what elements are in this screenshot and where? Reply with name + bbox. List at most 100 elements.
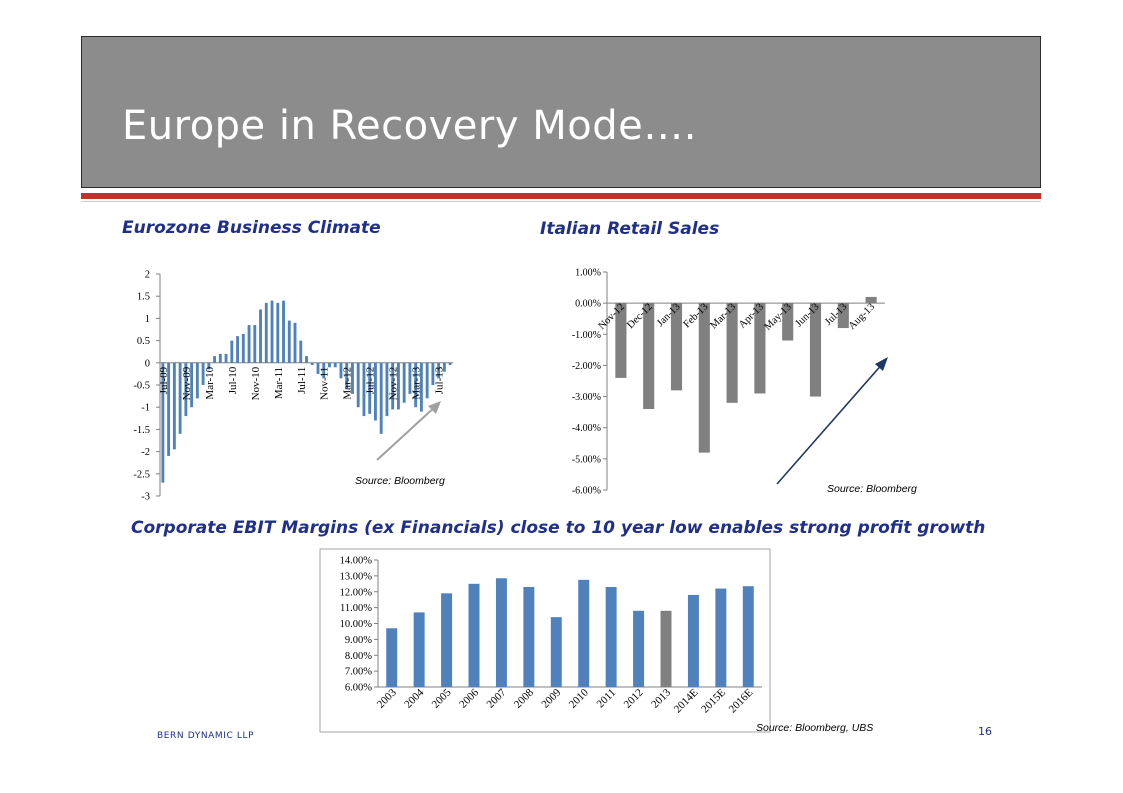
ebit-bar bbox=[468, 583, 480, 687]
eurozone-bar bbox=[368, 362, 372, 414]
italian-bar bbox=[670, 303, 683, 391]
ebit-chart-title: Corporate EBIT Margins (ex Financials) c… bbox=[131, 518, 986, 538]
italian-y-tick-label: 1.00% bbox=[575, 268, 601, 279]
eurozone-x-tick-label: Mar-13 bbox=[411, 366, 423, 399]
eurozone-x-tick-label: Mar-11 bbox=[273, 367, 285, 399]
ebit-bar bbox=[386, 628, 398, 687]
eurozone-bar bbox=[253, 325, 257, 363]
eurozone-bar bbox=[385, 362, 389, 417]
eurozone-x-tick-label: Jul-12 bbox=[365, 367, 377, 395]
italian-y-tick-label: -3.00% bbox=[572, 392, 601, 403]
ebit-y-tick-label: 7.00% bbox=[345, 667, 372, 678]
eurozone-bar bbox=[431, 362, 435, 385]
eurozone-bar bbox=[391, 362, 395, 410]
eurozone-x-tick-label: Nov-10 bbox=[250, 366, 262, 400]
eurozone-bar bbox=[396, 362, 400, 410]
eurozone-bar bbox=[230, 340, 234, 363]
italian-bar bbox=[698, 303, 710, 453]
eurozone-bar bbox=[167, 362, 171, 457]
eurozone-bar bbox=[190, 362, 194, 408]
eurozone-y-tick-label: 1 bbox=[145, 314, 150, 325]
ebit-bar bbox=[715, 588, 727, 687]
eurozone-bar bbox=[379, 362, 383, 434]
ebit-bar bbox=[578, 579, 590, 687]
ebit-y-tick-label: 11.00% bbox=[340, 603, 372, 614]
eurozone-bar bbox=[178, 362, 182, 434]
ebit-y-tick-label: 6.00% bbox=[345, 683, 372, 694]
eurozone-bar bbox=[402, 362, 406, 403]
ebit-y-tick-label: 13.00% bbox=[340, 571, 373, 582]
ebit-bar bbox=[742, 586, 754, 687]
eurozone-y-tick-label: -2.5 bbox=[133, 469, 150, 480]
eurozone-bar bbox=[374, 362, 377, 421]
eurozone-x-tick-label: Mar-12 bbox=[342, 367, 354, 400]
eurozone-x-tick-label: Nov-11 bbox=[319, 367, 331, 400]
italian-y-tick-label: -2.00% bbox=[572, 361, 601, 372]
eurozone-bar bbox=[316, 362, 320, 374]
ebit-bar bbox=[495, 578, 507, 687]
eurozone-bar bbox=[333, 362, 337, 368]
eurozone-x-tick-label: Nov-12 bbox=[388, 367, 400, 401]
eurozone-x-tick-label: Jul-13 bbox=[434, 366, 446, 394]
italian-y-tick-label: -6.00% bbox=[572, 486, 601, 497]
eurozone-bar bbox=[299, 340, 303, 363]
divider-rule bbox=[81, 201, 1041, 202]
italian-arrow bbox=[776, 361, 885, 485]
eurozone-arrowhead bbox=[428, 401, 441, 414]
ebit-y-tick-label: 8.00% bbox=[345, 651, 372, 662]
eurozone-bar bbox=[345, 362, 349, 390]
italian-bar bbox=[726, 303, 738, 403]
italian-y-tick-label: -4.00% bbox=[572, 423, 601, 434]
ebit-bar bbox=[441, 593, 453, 687]
eurozone-bar bbox=[351, 362, 354, 394]
eurozone-bar bbox=[264, 302, 268, 363]
ebit-bar bbox=[687, 594, 699, 687]
eurozone-bar bbox=[172, 362, 176, 450]
eurozone-bar bbox=[437, 362, 441, 379]
eurozone-x-tick-label: Jul-11 bbox=[296, 367, 308, 394]
italian-bar bbox=[809, 303, 822, 397]
eurozone-bar bbox=[419, 362, 423, 412]
italian-y-tick-label: 0.00% bbox=[575, 299, 601, 310]
ebit-y-tick-label: 14.00% bbox=[340, 556, 373, 567]
ebit-bar bbox=[633, 610, 645, 687]
eurozone-bar bbox=[310, 362, 314, 366]
italian-bar bbox=[754, 303, 766, 394]
ebit-y-tick-label: 12.00% bbox=[340, 587, 373, 598]
ebit-bar bbox=[523, 586, 535, 687]
eurozone-y-tick-label: 2 bbox=[145, 270, 150, 281]
ebit-y-tick-label: 10.00% bbox=[340, 619, 373, 630]
eurozone-bar bbox=[305, 356, 308, 363]
ebit-bar bbox=[660, 610, 672, 687]
eurozone-y-tick-label: -1.5 bbox=[133, 425, 150, 436]
italian-source: Source: Bloomberg bbox=[827, 483, 917, 495]
eurozone-chart-title: Eurozone Business Climate bbox=[122, 218, 381, 238]
eurozone-y-tick-label: -1 bbox=[141, 403, 150, 414]
italian-bar bbox=[643, 303, 655, 410]
eurozone-y-tick-label: 0.5 bbox=[137, 336, 150, 347]
eurozone-bar bbox=[247, 325, 251, 363]
eurozone-bar bbox=[195, 362, 199, 399]
eurozone-bar bbox=[184, 362, 188, 417]
slide-title: Europe in Recovery Mode…. bbox=[122, 103, 697, 149]
eurozone-bar bbox=[356, 362, 360, 408]
italian-y-tick-label: -5.00% bbox=[572, 454, 601, 465]
italian-bar bbox=[837, 303, 849, 329]
eurozone-x-tick-label: Mar-10 bbox=[204, 366, 216, 399]
eurozone-bar bbox=[328, 362, 331, 368]
ebit-bar bbox=[605, 586, 617, 687]
eurozone-bar bbox=[224, 353, 228, 363]
ebit-source: Source: Bloomberg, UBS bbox=[756, 722, 874, 734]
eurozone-bar bbox=[339, 362, 343, 379]
accent-rule bbox=[81, 193, 1041, 199]
eurozone-bar bbox=[207, 362, 211, 370]
ebit-bar bbox=[413, 612, 425, 687]
eurozone-bar bbox=[414, 362, 418, 408]
italian-bar bbox=[782, 303, 794, 341]
footer-company: BERN DYNAMIC LLP bbox=[157, 731, 255, 741]
eurozone-y-tick-label: 0 bbox=[145, 358, 150, 369]
eurozone-bar bbox=[293, 322, 297, 363]
